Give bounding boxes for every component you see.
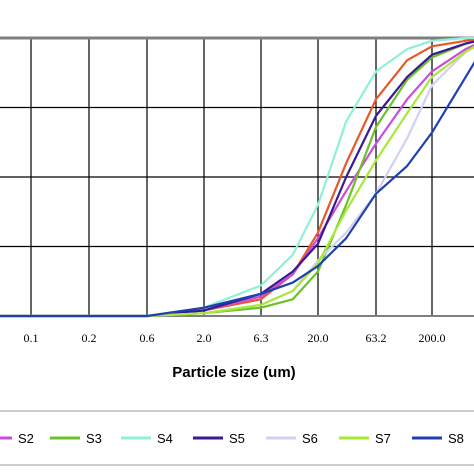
x-tick-label: 6.3 — [254, 331, 269, 345]
legend: S1S2S3S4S5S6S7S8 — [0, 431, 464, 446]
legend-label-s6: S6 — [302, 431, 318, 446]
x-tick-label: 2.0 — [197, 331, 212, 345]
series-line-s8 — [0, 61, 474, 318]
series-lines — [0, 36, 474, 318]
legend-label-s5: S5 — [229, 431, 245, 446]
legend-label-s7: S7 — [375, 431, 391, 446]
x-tick-labels: 0.1 0.2 0.6 2.0 6.3 20.0 63.2 200.0 — [24, 331, 446, 345]
x-tick-label: 63.2 — [366, 331, 387, 345]
x-tick-label: 0.2 — [82, 331, 97, 345]
legend-label-s3: S3 — [86, 431, 102, 446]
x-tick-label: 200.0 — [419, 331, 446, 345]
legend-label-s4: S4 — [157, 431, 173, 446]
x-tick-label: 0.6 — [140, 331, 155, 345]
x-tick-label: 0.1 — [24, 331, 39, 345]
legend-label-s8: S8 — [448, 431, 464, 446]
legend-label-s2: S2 — [18, 431, 34, 446]
x-axis-title: Particle size (um) — [172, 364, 295, 381]
x-tick-label: 20.0 — [308, 331, 329, 345]
